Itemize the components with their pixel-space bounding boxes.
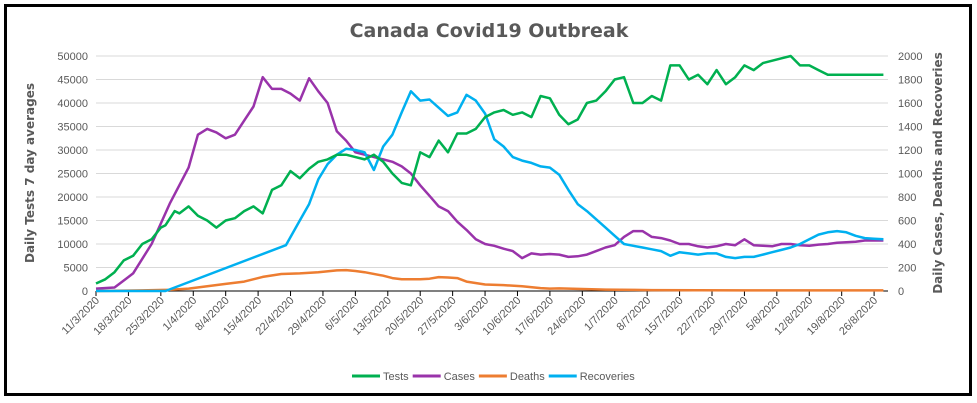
series-line-deaths xyxy=(95,268,884,293)
legend-label-deaths: Deaths xyxy=(510,371,545,383)
series-line-cases xyxy=(95,75,884,290)
y-tick-label: 20000 xyxy=(57,192,88,204)
y-tick-label: 0 xyxy=(82,286,88,298)
y-tick-label: 5000 xyxy=(64,263,88,275)
y-tick-label: 25000 xyxy=(57,169,88,181)
y2-tick-label: 1800 xyxy=(898,75,922,87)
y2-tick-label: 800 xyxy=(898,192,916,204)
y2-tick-label: 1200 xyxy=(898,145,922,157)
y-tick-label: 50000 xyxy=(57,51,88,63)
y-tick-label: 30000 xyxy=(57,145,88,157)
chart-border xyxy=(4,4,972,396)
series-line-recoveries xyxy=(96,90,884,293)
legend: Tests Cases Deaths Recoveries xyxy=(352,371,635,383)
y2-tick-label: 2000 xyxy=(898,51,922,63)
y2-tick-label: 0 xyxy=(898,286,904,298)
y2-tick-label: 600 xyxy=(898,216,916,228)
legend-label-tests: Tests xyxy=(383,371,409,383)
y2-tick-label: 1400 xyxy=(898,122,922,134)
legend-label-recoveries: Recoveries xyxy=(580,371,636,383)
y-tick-label: 45000 xyxy=(57,75,88,87)
y-axis-label: Daily Tests 7 day averages xyxy=(23,83,37,263)
y2-tick-label: 1000 xyxy=(898,169,922,181)
legend-label-cases: Cases xyxy=(444,371,476,383)
y2-tick-label: 400 xyxy=(898,239,916,251)
x-tick-label: 1/7/2020 xyxy=(582,295,621,334)
y-tick-label: 10000 xyxy=(57,239,88,251)
y2-tick-label: 1600 xyxy=(898,98,922,110)
y2-axis-label: Daily Cases, Deaths and Recoveries xyxy=(931,52,945,294)
series-line-tests xyxy=(95,54,884,285)
y2-tick-label: 200 xyxy=(898,263,916,275)
chart-title: Canada Covid19 Outbreak xyxy=(350,20,629,42)
x-tick-label: 1/4/2020 xyxy=(161,295,200,334)
y-tick-label: 15000 xyxy=(57,216,88,228)
y-tick-label: 40000 xyxy=(57,98,88,110)
y-tick-label: 35000 xyxy=(57,122,88,134)
